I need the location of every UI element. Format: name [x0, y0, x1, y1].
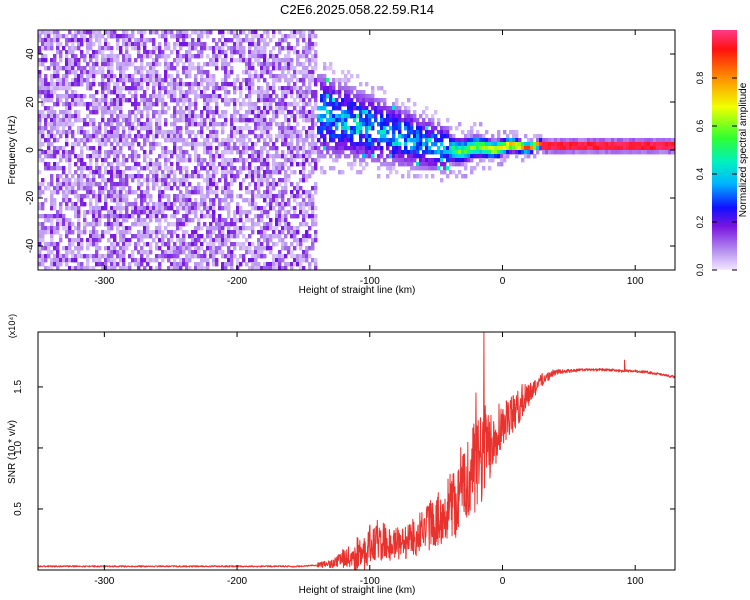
y-tick-label: 1.5	[13, 380, 24, 394]
spectrogram-x-label: Height of straight line (km)	[299, 285, 416, 296]
spectrogram-y-ticks: -40 -20 0 20 40	[25, 48, 675, 253]
snr-series-line	[38, 332, 675, 570]
x-tick-label: -100	[360, 576, 380, 587]
spectrogram-y-label: Frequency (Hz)	[7, 116, 18, 185]
colorbar: 0.0 0.2 0.4 0.6 0.8 Normalized spectral ampl…	[695, 30, 749, 276]
x-tick-label: -200	[227, 576, 247, 587]
snr-y-ticks: 0.5 1.0 1.5	[13, 380, 675, 516]
x-tick-label: 0	[500, 576, 506, 587]
snr-y-label: SNR (10 * v/v)	[7, 420, 18, 484]
y-tick-label: 0.5	[13, 502, 24, 516]
colorbar-tick-label: 0.8	[695, 72, 705, 85]
snr-chart: -300 -200 -100 0 100 0.5 1.0 1.5 Height of str…	[7, 314, 676, 596]
colorbar-tick-label: 0.4	[695, 168, 705, 181]
y-tick-label: -40	[25, 238, 36, 253]
y-tick-label: 0	[25, 147, 36, 153]
x-tick-label: 100	[627, 276, 644, 287]
x-tick-label: -300	[94, 276, 114, 287]
y-tick-label: 20	[25, 96, 36, 108]
colorbar-ticks: 0.0 0.2 0.4 0.6 0.8	[695, 72, 737, 277]
snr-x-label: Height of straight line (km)	[299, 585, 416, 596]
colorbar-tick-label: 0.2	[695, 216, 705, 229]
x-tick-label: -100	[360, 276, 380, 287]
figure-title: C2E6.2025.058.22.59.R14	[280, 2, 434, 17]
colorbar-label: Normalized spectral amplitude	[738, 82, 749, 217]
spectrogram-cells	[38, 30, 675, 270]
colorbar-tick-label: 0.0	[695, 264, 705, 277]
x-tick-label: 100	[627, 576, 644, 587]
snr-y-multiplier: (x10⁴)	[7, 314, 17, 338]
y-tick-label: -20	[25, 190, 36, 205]
x-tick-label: -300	[94, 576, 114, 587]
snr-x-ticks: -300 -200 -100 0 100	[94, 332, 644, 587]
y-tick-label: 1.0	[13, 441, 24, 455]
y-tick-label: 40	[25, 48, 36, 60]
x-tick-label: -200	[227, 276, 247, 287]
snr-frame	[37, 331, 676, 571]
x-tick-label: 0	[500, 276, 506, 287]
colorbar-tick-label: 0.6	[695, 120, 705, 133]
colorbar-gradient	[712, 30, 737, 270]
spectrogram-x-ticks: -300 -200 -100 0 100	[94, 30, 644, 287]
